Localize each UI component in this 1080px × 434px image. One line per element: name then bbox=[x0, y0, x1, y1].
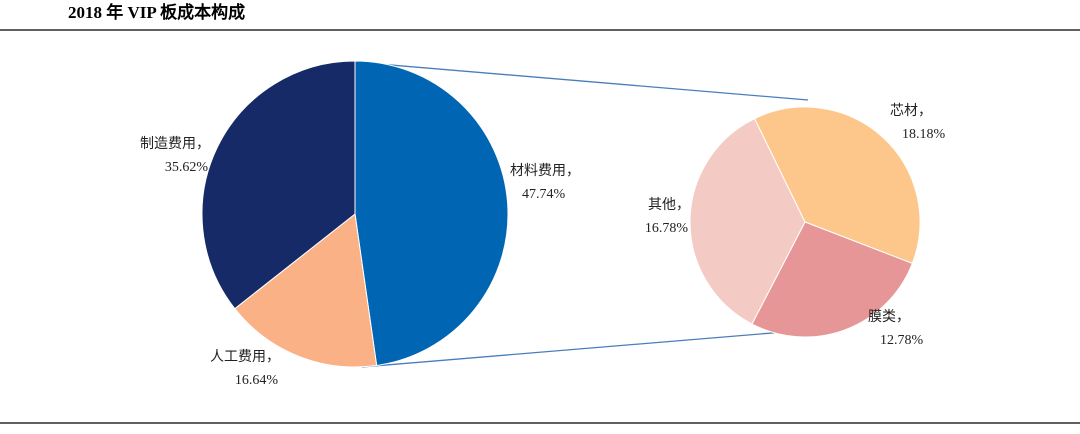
slice-label: 膜类， bbox=[868, 309, 910, 325]
slice-label: 其他， bbox=[648, 197, 690, 213]
pie-slice bbox=[354, 60, 509, 367]
slice-value-label: 12.78% bbox=[880, 333, 924, 348]
connector-line bbox=[354, 61, 809, 101]
slice-value-label: 18.18% bbox=[902, 127, 946, 142]
connector-line bbox=[361, 329, 809, 368]
pie-slice bbox=[201, 60, 356, 310]
page-title: 2018 年 VIP 板成本构成 bbox=[68, 2, 245, 22]
slice-value-label: 47.74% bbox=[522, 187, 566, 202]
pie-slice bbox=[751, 221, 913, 338]
slice-value-label: 16.64% bbox=[235, 373, 279, 388]
pie-slice bbox=[753, 106, 921, 265]
slice-label: 人工费用， bbox=[210, 349, 280, 365]
slice-value-label: 35.62% bbox=[165, 160, 209, 175]
slice-label: 芯材， bbox=[890, 103, 932, 119]
slice-label: 材料费用， bbox=[510, 163, 580, 179]
pie-slice bbox=[689, 117, 806, 325]
pie-slice bbox=[234, 213, 378, 368]
slice-label: 制造费用， bbox=[140, 136, 210, 152]
slice-value-label: 16.78% bbox=[645, 221, 689, 236]
